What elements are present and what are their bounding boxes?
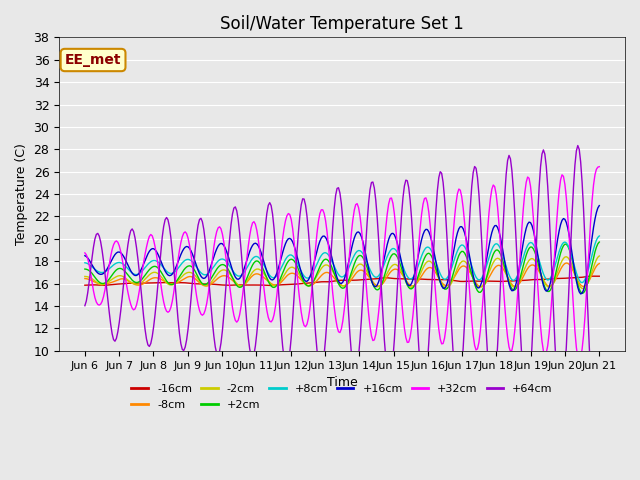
+16cm — [577, 291, 584, 297]
-8cm — [260, 275, 268, 280]
-8cm — [477, 284, 484, 290]
+64cm — [574, 143, 582, 148]
Line: -2cm: -2cm — [85, 256, 599, 288]
+32cm — [575, 358, 583, 364]
-2cm — [567, 259, 575, 265]
+2cm — [567, 251, 575, 257]
+64cm — [144, 342, 152, 348]
+8cm — [306, 274, 314, 280]
+2cm — [260, 268, 268, 274]
+8cm — [567, 250, 575, 255]
-2cm — [144, 273, 152, 279]
-16cm — [307, 280, 315, 286]
+16cm — [252, 240, 259, 246]
-2cm — [260, 271, 268, 276]
+64cm — [591, 416, 599, 421]
-8cm — [595, 261, 603, 266]
-2cm — [234, 282, 242, 288]
+64cm — [595, 408, 603, 414]
-8cm — [252, 271, 259, 277]
+32cm — [144, 238, 152, 244]
-8cm — [144, 278, 152, 284]
-16cm — [268, 283, 275, 288]
-16cm — [568, 275, 576, 281]
+32cm — [306, 306, 314, 312]
+8cm — [144, 262, 152, 267]
Line: -8cm: -8cm — [85, 263, 599, 287]
+2cm — [234, 284, 242, 289]
+16cm — [81, 253, 89, 259]
+16cm — [595, 203, 603, 208]
Line: -16cm: -16cm — [85, 276, 599, 286]
-16cm — [588, 273, 596, 279]
+8cm — [234, 273, 242, 279]
+8cm — [260, 263, 268, 268]
Legend: -16cm, -8cm, -2cm, +2cm, +8cm, +16cm, +32cm, +64cm: -16cm, -8cm, -2cm, +2cm, +8cm, +16cm, +3… — [127, 380, 557, 414]
+8cm — [81, 260, 89, 265]
+64cm — [306, 247, 314, 252]
X-axis label: Time: Time — [326, 376, 358, 389]
-16cm — [234, 282, 242, 288]
+2cm — [595, 239, 603, 245]
+8cm — [595, 233, 603, 239]
+64cm — [260, 239, 268, 245]
+16cm — [144, 251, 152, 257]
-8cm — [563, 260, 570, 266]
Title: Soil/Water Temperature Set 1: Soil/Water Temperature Set 1 — [220, 15, 464, 33]
-2cm — [580, 286, 588, 291]
-16cm — [595, 273, 603, 279]
+32cm — [260, 286, 268, 292]
+16cm — [306, 274, 314, 280]
-2cm — [595, 253, 603, 259]
+16cm — [234, 276, 242, 282]
+32cm — [252, 221, 259, 227]
+64cm — [252, 343, 259, 349]
+2cm — [81, 266, 89, 272]
Line: +2cm: +2cm — [85, 242, 599, 293]
Y-axis label: Temperature (C): Temperature (C) — [15, 143, 28, 245]
+32cm — [595, 164, 603, 169]
Line: +64cm: +64cm — [85, 145, 599, 419]
Line: +16cm: +16cm — [85, 205, 599, 294]
-8cm — [81, 276, 89, 281]
+16cm — [260, 259, 268, 265]
+32cm — [234, 317, 242, 323]
-16cm — [81, 282, 89, 288]
+2cm — [579, 290, 586, 296]
+8cm — [252, 253, 259, 259]
+64cm — [81, 303, 89, 309]
-2cm — [306, 282, 314, 288]
-8cm — [570, 269, 577, 275]
-8cm — [234, 282, 242, 288]
-16cm — [252, 282, 259, 288]
-8cm — [306, 283, 314, 289]
+2cm — [252, 259, 259, 264]
Line: +32cm: +32cm — [85, 167, 599, 361]
+2cm — [306, 283, 314, 288]
+8cm — [579, 280, 586, 286]
+64cm — [234, 217, 242, 223]
+64cm — [567, 244, 575, 250]
Text: EE_met: EE_met — [65, 53, 122, 67]
-16cm — [144, 280, 152, 286]
+32cm — [567, 259, 575, 264]
+2cm — [144, 268, 152, 274]
-2cm — [81, 274, 89, 279]
Line: +8cm: +8cm — [85, 236, 599, 283]
-16cm — [260, 282, 268, 288]
+16cm — [567, 241, 575, 247]
-2cm — [252, 267, 259, 273]
+32cm — [81, 250, 89, 256]
